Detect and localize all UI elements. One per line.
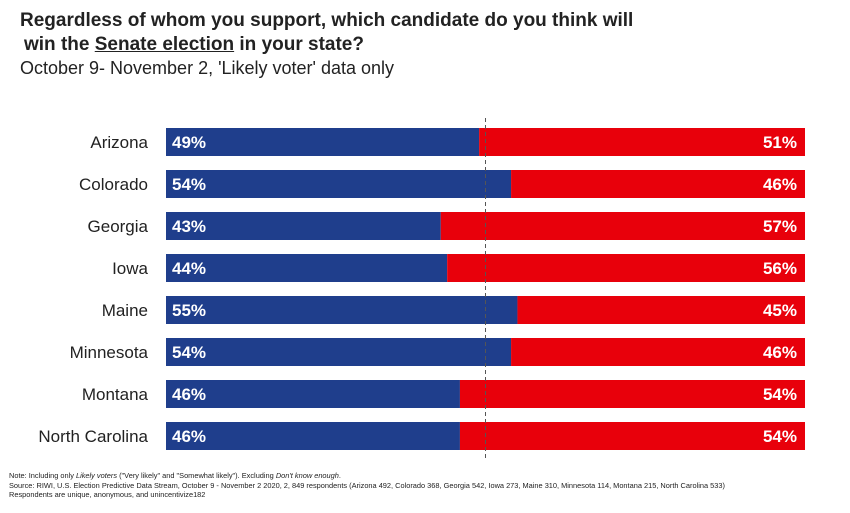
bar-segment [166, 254, 448, 282]
data-label: 54% [763, 385, 797, 404]
data-label: 57% [763, 217, 797, 236]
data-label: 51% [763, 133, 797, 152]
data-label: 46% [763, 175, 797, 194]
data-label: 46% [172, 427, 206, 446]
bar-segment [459, 422, 805, 450]
note-mid: ("Very likely" and "Somewhat likely"). E… [117, 471, 276, 480]
data-label: 45% [763, 301, 797, 320]
category-label: North Carolina [38, 427, 148, 446]
category-label: Colorado [79, 175, 148, 194]
bar-segment [511, 170, 805, 198]
bar-segment [459, 380, 805, 408]
data-label: 54% [172, 343, 206, 362]
respondents-line: Respondents are unique, anonymous, and u… [9, 490, 206, 499]
note-italic-likely: Likely voters [75, 471, 118, 480]
note-italic-dontknow: Don't know enough [275, 471, 339, 480]
data-label: 54% [763, 427, 797, 446]
chart-subtitle: October 9- November 2, 'Likely voter' da… [20, 58, 395, 78]
bar-segment [447, 254, 805, 282]
data-label: 49% [172, 133, 206, 152]
category-label: Iowa [112, 259, 148, 278]
data-label: 56% [763, 259, 797, 278]
bar-segment [517, 296, 805, 324]
bar-segment [166, 128, 480, 156]
chart-notes: Note: Including only Likely voters ("Ver… [9, 471, 725, 500]
bar-segment [440, 212, 805, 240]
bar-segment [479, 128, 805, 156]
chart-title-line2: win the Senate election in your state? [24, 33, 364, 57]
bar-segment [511, 338, 805, 366]
data-label: 44% [172, 259, 206, 278]
data-label: 55% [172, 301, 206, 320]
note-pre: Note: Including only [9, 471, 76, 480]
bar-segment [166, 338, 512, 366]
bar-segment [166, 422, 460, 450]
note-post: . [338, 471, 341, 480]
data-label: 46% [763, 343, 797, 362]
category-label: Georgia [88, 217, 149, 236]
source-line: Source: RIWI, U.S. Election Predictive D… [9, 480, 725, 490]
bar-segment [166, 380, 460, 408]
data-label: 54% [172, 175, 206, 194]
category-label: Minnesota [70, 343, 149, 362]
title-line2-pre: win the [24, 34, 95, 55]
chart-title-line1: Regardless of whom you support, which ca… [20, 10, 634, 31]
bar-segment [166, 296, 518, 324]
data-label: 43% [172, 217, 206, 236]
category-label: Montana [82, 385, 149, 404]
title-underlined-text: Senate election [94, 34, 235, 55]
title-line2-post: in your state? [234, 34, 364, 55]
bar-segment [166, 170, 512, 198]
category-label: Arizona [90, 133, 148, 152]
category-label: Maine [102, 301, 148, 320]
data-label: 46% [172, 385, 206, 404]
note-line: Note: Including only Likely voters ("Ver… [9, 471, 725, 481]
bar-segment [166, 212, 441, 240]
